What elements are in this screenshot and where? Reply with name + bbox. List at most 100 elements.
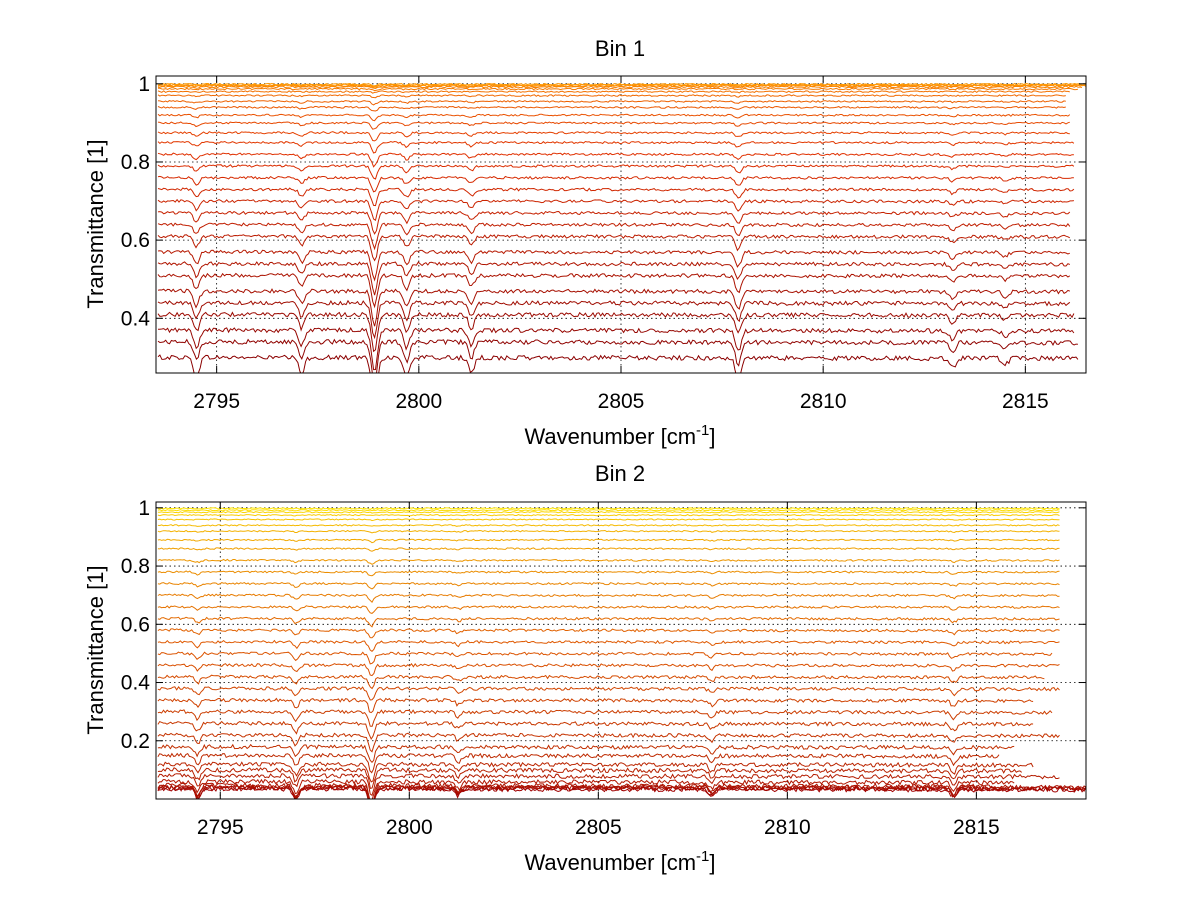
x-tick-label: 2805 xyxy=(575,816,622,839)
bin-2-panel: Bin 2 2795 2800 2805 2810 2815 0.2 0.4 0.6 0.8 1… xyxy=(83,461,1087,875)
spectrum-line-22 xyxy=(157,616,1060,628)
bin-2-title: Bin 2 xyxy=(595,461,645,486)
spectrum-line-1 xyxy=(157,354,1079,373)
bin-1-x-axis-label-suffix: ] xyxy=(709,424,715,449)
spectrum-line-27 xyxy=(157,558,1060,565)
spectrum-line-26 xyxy=(157,87,1078,92)
spectrum-line-35 xyxy=(157,509,1060,512)
spectrum-line-19 xyxy=(157,651,1053,665)
y-tick-label: 0.6 xyxy=(121,613,150,636)
bin-1-title: Bin 1 xyxy=(595,36,645,61)
x-tick-label: 2815 xyxy=(953,816,1000,839)
spectrum-line-9 xyxy=(157,761,1034,783)
spectrum-line-3 xyxy=(157,784,1086,799)
x-tick-label: 2795 xyxy=(197,816,244,839)
spectrum-line-36 xyxy=(157,507,1060,510)
spectrum-line-23 xyxy=(157,605,1060,614)
spectrum-line-30 xyxy=(157,529,1060,534)
spectrum-line-19 xyxy=(157,130,1070,142)
spectrum-line-25 xyxy=(157,581,1060,590)
y-tick-label: 1 xyxy=(138,497,150,520)
bin-1-panel: Bin 1 2795 2800 2805 2810 2815 0.4 0.6 0.8 1 Wa… xyxy=(83,36,1087,449)
spectrum-line-26 xyxy=(157,570,1060,577)
spectrum-line-15 xyxy=(157,175,1074,193)
spectrum-line-8 xyxy=(157,767,1023,790)
spectrum-line-33 xyxy=(157,513,1060,517)
spectrum-line-10 xyxy=(157,752,1000,774)
spectrum-line-14 xyxy=(157,187,1075,207)
spectrum-line-24 xyxy=(157,94,1066,99)
spectrum-line-21 xyxy=(157,113,1071,122)
spectrum-line-18 xyxy=(157,140,1075,154)
spectrum-line-5 xyxy=(157,782,1011,799)
spectrum-line-13 xyxy=(157,720,1034,741)
spectrum-line-29 xyxy=(157,538,1060,544)
spectrum-line-32 xyxy=(157,518,1060,522)
bin-2-x-axis-label-suffix: ] xyxy=(709,850,715,875)
spectrum-line-11 xyxy=(157,222,1071,251)
spectrum-line-31 xyxy=(157,524,1060,527)
x-tick-label: 2805 xyxy=(598,390,645,413)
spectrum-line-20 xyxy=(157,639,1060,652)
y-tick-label: 0.6 xyxy=(121,229,150,252)
bin-2-x-axis-label: Wavenumber [cm-1] xyxy=(524,848,715,875)
spectrum-line-15 xyxy=(157,697,1034,714)
spectrum-line-6 xyxy=(157,288,1070,327)
y-tick-label: 1 xyxy=(138,73,150,96)
spectrum-line-3 xyxy=(157,327,1075,371)
spectrum-line-30 xyxy=(157,82,1086,87)
bin-2-plot-area xyxy=(156,502,1086,799)
bin-2-series xyxy=(157,507,1086,799)
spectrum-line-25 xyxy=(157,90,1070,94)
spectrum-line-6 xyxy=(157,778,1015,799)
series-holder xyxy=(157,82,1086,373)
spectrum-line-14 xyxy=(157,709,1053,727)
spectrum-line-12 xyxy=(157,732,1060,753)
x-tick-label: 2815 xyxy=(1002,390,1049,413)
spectrum-line-4 xyxy=(157,783,1086,799)
bin-2-x-ticks: 2795 2800 2805 2810 2815 xyxy=(197,502,1000,839)
spectrum-line-20 xyxy=(157,121,1070,130)
bin-1-x-axis-label-sup: -1 xyxy=(696,422,709,439)
bin-2-x-axis-label-text: Wavenumber [cm xyxy=(524,850,696,875)
bin-1-y-ticks: 0.4 0.6 0.8 1 xyxy=(121,73,1086,330)
x-tick-label: 2800 xyxy=(395,390,442,413)
y-tick-label: 0.8 xyxy=(121,555,150,578)
spectrum-line-2 xyxy=(157,338,1078,373)
spectrum-line-21 xyxy=(157,628,1060,639)
spectrum-line-28 xyxy=(157,547,1060,552)
bin-1-y-axis-label: Transmittance [1] xyxy=(83,139,108,308)
spectrum-line-7 xyxy=(157,773,1060,797)
y-tick-label: 0.2 xyxy=(121,730,150,753)
y-tick-label: 0.4 xyxy=(121,672,151,695)
spectrum-line-24 xyxy=(157,593,1060,604)
bin-2-y-axis-label: Transmittance [1] xyxy=(83,565,108,734)
spectrum-line-17 xyxy=(157,152,1074,168)
spectrum-line-9 xyxy=(157,249,1070,282)
spectrum-line-22 xyxy=(157,105,1066,112)
bin-2-axes-box xyxy=(155,501,1087,800)
spectrum-line-16 xyxy=(157,686,1060,701)
bin-2-y-ticks: 0.2 0.4 0.6 0.8 1 xyxy=(121,497,1086,753)
spectrum-line-4 xyxy=(157,311,1075,353)
spectrum-line-13 xyxy=(157,198,1074,221)
spectrum-line-8 xyxy=(157,260,1070,296)
x-tick-label: 2795 xyxy=(193,390,240,413)
spectrum-line-10 xyxy=(157,234,1071,262)
spectrum-line-12 xyxy=(157,210,1071,235)
bin-2-grid xyxy=(156,502,1086,799)
spectrum-line-18 xyxy=(157,662,1060,677)
y-tick-label: 0.8 xyxy=(121,151,150,174)
x-tick-label: 2810 xyxy=(800,390,847,413)
bin-1-series xyxy=(157,82,1086,373)
x-tick-label: 2810 xyxy=(764,816,811,839)
spectrum-line-7 xyxy=(157,272,1071,309)
spectrum-line-23 xyxy=(157,100,1066,106)
spectrum-line-16 xyxy=(157,164,1075,180)
spectrum-line-5 xyxy=(157,299,1071,340)
y-tick-label: 0.4 xyxy=(121,307,151,330)
bin-1-x-ticks: 2795 2800 2805 2810 2815 xyxy=(193,76,1049,413)
bin-1-x-axis-label-text: Wavenumber [cm xyxy=(524,424,696,449)
bin-1-x-axis-label: Wavenumber [cm-1] xyxy=(524,422,715,449)
